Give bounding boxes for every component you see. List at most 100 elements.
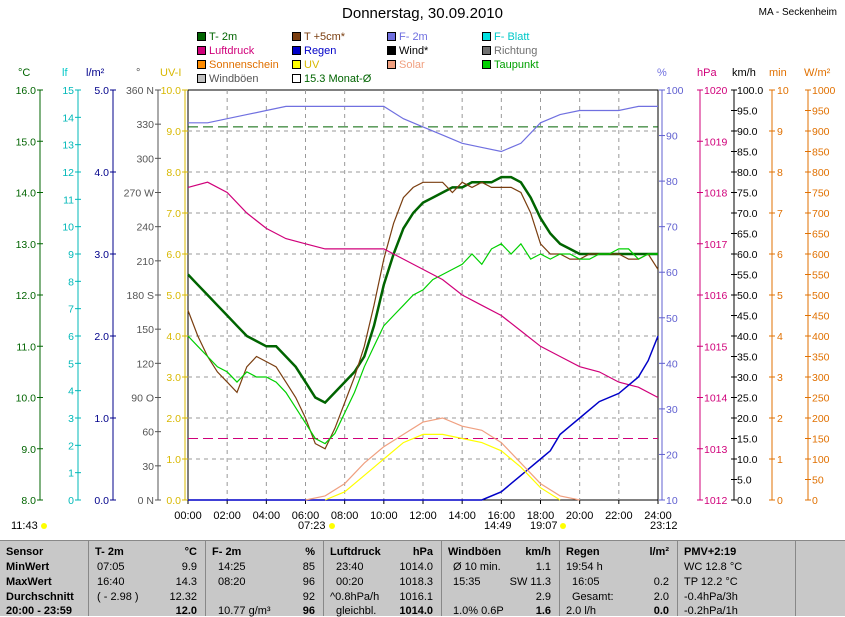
zenith-time: 14:49 [484, 520, 512, 532]
station-name: MA - Seckenheim [758, 7, 837, 18]
table-cell: 23:40 [336, 561, 364, 573]
axis-wind-label: 50.0 [737, 290, 758, 302]
table-cell: Gesamt: [572, 591, 614, 603]
axis-wind-label: 45.0 [737, 311, 758, 323]
axis-uv-label: 8.0 [166, 167, 181, 179]
axis-head-press: hPa [697, 67, 717, 79]
axis-uv-label: 0.0 [166, 495, 181, 507]
legend-label: Sonnenschein [209, 59, 279, 71]
axis-solar-label: 250 [812, 393, 830, 405]
table-cell: 12.0 [175, 605, 197, 617]
table-col-f2m: F- 2m % 14:25 85 08:20 96 92 10.77 g/m³ … [205, 541, 324, 617]
axis-hum-label: 60 [666, 267, 678, 279]
axis-hum-label: 50 [666, 313, 678, 325]
axis-head-leaf: lf [62, 67, 68, 79]
axis-solar-label: 300 [812, 372, 830, 384]
axis-dir-label: 0 N [138, 495, 154, 507]
axis-leaf-label: 8 [68, 276, 74, 288]
table-header: Luftdruck [330, 546, 381, 558]
axis-press-label: 1020 [704, 85, 728, 97]
axis-solar-label: 700 [812, 208, 830, 220]
axis-dir-label: 60 [142, 427, 154, 439]
legend-label: Taupunkt [494, 59, 539, 71]
axis-solar-label: 150 [812, 434, 830, 446]
table-header: T- 2m [95, 546, 124, 558]
axis-rain-label: 2.0 [94, 331, 109, 343]
table-unit: % [305, 546, 315, 558]
axis-sun-label: 5 [777, 290, 783, 302]
legend-label: Richtung [494, 45, 538, 57]
table-cell: Ø 10 min. [453, 561, 501, 573]
axis-dir-label: 270 W [124, 188, 154, 200]
axis-solar-label: 900 [812, 126, 830, 138]
axis-temp-label: 16.0 [16, 85, 37, 97]
axis-press-label: 1017 [704, 239, 728, 251]
axis-leaf-label: 12 [62, 167, 74, 179]
axis-solar-label: 650 [812, 229, 830, 241]
legend-swatch [482, 60, 491, 69]
axis-sun-label: 3 [777, 372, 783, 384]
axis-solar-label: 750 [812, 188, 830, 200]
summary-table: Sensor MinWert MaxWert Durchschnitt 20:0… [0, 540, 845, 617]
axis-uv-label: 9.0 [166, 126, 181, 138]
table-cell: ^0.8hPa/h [330, 591, 380, 603]
axis-time-label: 12:00 [409, 510, 437, 522]
axis-wind-label: 80.0 [737, 167, 758, 179]
table-cell: gleichbl. [336, 605, 377, 617]
axis-uv-label: 10.0 [161, 85, 182, 97]
axis-head-dir: ° [136, 67, 141, 79]
table-unit: km/h [525, 546, 551, 558]
axis-leaf-label: 14 [62, 112, 74, 124]
axis-time-label: 00:00 [174, 510, 202, 522]
sunrise-time: 07:23 [298, 520, 326, 532]
legend-swatch [197, 46, 206, 55]
axis-wind-label: 35.0 [737, 352, 758, 364]
axis-leaf-label: 1 [68, 468, 74, 480]
table-header: Regen [566, 546, 600, 558]
axis-solar-label: 600 [812, 249, 830, 261]
axis-press-label: 1012 [704, 495, 728, 507]
table-cell: 16:05 [572, 576, 600, 588]
sun-set-icon [560, 523, 566, 529]
table-header: F- 2m [212, 546, 242, 558]
axis-head-wind: km/h [732, 67, 756, 79]
table-col-wind: Windböen km/h Ø 10 min. 1.1 15:35 SW 11.… [441, 541, 560, 617]
axis-dir-label: 30 [142, 461, 154, 473]
axis-rain-label: 1.0 [94, 413, 109, 425]
series-line-luftdruck [187, 181, 659, 399]
legend-label: F- 2m [399, 31, 428, 43]
weather-chart: 16.015.014.013.012.011.010.09.08.0151413… [16, 85, 836, 529]
axis-hum-label: 20 [666, 449, 678, 461]
table-cell: 08:20 [218, 576, 246, 588]
legend-item: Richtung [482, 45, 537, 58]
axis-leaf-label: 0 [68, 495, 74, 507]
table-cell: 1018.3 [399, 576, 433, 588]
legend-item: Regen [292, 45, 336, 58]
legend-item: T +5cm* [292, 31, 345, 44]
axis-uv-label: 7.0 [166, 208, 181, 220]
axis-uv-label: 2.0 [166, 413, 181, 425]
axis-sun-label: 7 [777, 208, 783, 220]
legend-swatch [197, 74, 206, 83]
axis-leaf-label: 9 [68, 249, 74, 261]
axis-sun-label: 9 [777, 126, 783, 138]
legend-item: Sonnenschein [197, 59, 279, 72]
legend-swatch [292, 60, 301, 69]
axis-press-label: 1016 [704, 290, 728, 302]
table-cell: 96 [302, 605, 315, 617]
axis-time-label: 14:00 [448, 510, 476, 522]
legend-label: F- Blatt [494, 31, 530, 43]
axis-temp-label: 8.0 [21, 495, 36, 507]
axis-leaf-label: 10 [62, 222, 74, 234]
table-cell: 9.9 [181, 561, 197, 573]
table-unit: hPa [412, 546, 433, 558]
axis-dir-label: 150 [136, 324, 154, 336]
axis-time-label: 24:00 [644, 510, 672, 522]
series-line-uv [324, 433, 561, 501]
axis-rain-label: 3.0 [94, 249, 109, 261]
legend-swatch [387, 32, 396, 41]
legend-item: F- 2m [387, 31, 428, 44]
legend-swatch [482, 32, 491, 41]
axis-time-label: 16:00 [488, 510, 516, 522]
axis-solar-label: 1000 [812, 85, 836, 97]
